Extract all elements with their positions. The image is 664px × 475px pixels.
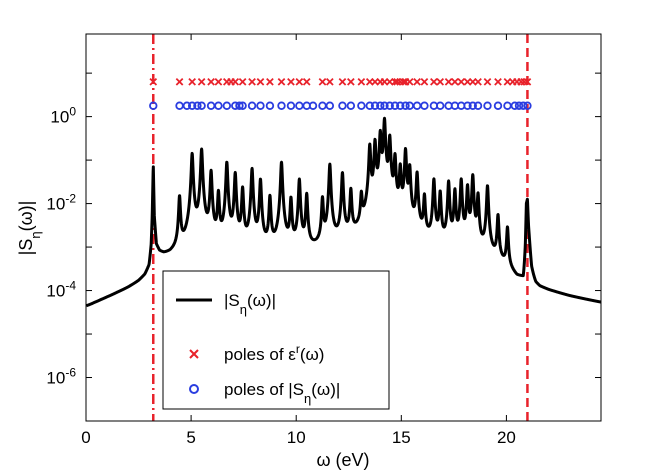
pole-S-marker-12 — [238, 101, 247, 110]
pole-S-marker-46 — [493, 101, 503, 110]
pole-eps-marker-13 — [266, 77, 274, 86]
pole-S-marker-17 — [286, 101, 296, 110]
pole-eps-marker-40 — [457, 77, 466, 86]
legend-box — [162, 270, 390, 410]
pole-S-marker-27 — [370, 101, 380, 110]
pole-S-marker-14 — [256, 101, 265, 110]
pole-eps-marker-11 — [248, 77, 256, 86]
pole-S-marker-6 — [197, 101, 206, 110]
y-tick-label--6: 10-6 — [46, 366, 76, 388]
legend-label-poles-S: poles of |Sη(ω)| — [224, 380, 340, 406]
pole-S-marker-49 — [514, 101, 524, 110]
pole-S-marker-26 — [365, 101, 374, 110]
pole-S-marker-20 — [308, 101, 318, 110]
pole-eps-marker-9 — [231, 77, 240, 86]
spectrum-curve — [86, 116, 601, 308]
pole-eps-marker-18 — [318, 77, 327, 86]
pole-S-marker-24 — [346, 101, 356, 110]
pole-S-marker-50 — [519, 101, 528, 110]
pole-eps-marker-19 — [326, 77, 334, 86]
pole-S-marker-23 — [338, 101, 347, 110]
pole-S-marker-1 — [149, 101, 158, 110]
legend-label-series: |Sη(ω)| — [224, 291, 276, 317]
pole-S-marker-28 — [376, 101, 385, 110]
pole-eps-marker-15 — [287, 77, 295, 86]
pole-eps-marker-37 — [436, 77, 445, 86]
y-tick-label-0: 100 — [50, 105, 76, 127]
pole-S-marker-15 — [265, 101, 275, 110]
pole-S-marker-42 — [463, 101, 472, 110]
pole-eps-marker-21 — [347, 77, 355, 86]
pole-eps-marker-43 — [474, 77, 482, 86]
pole-eps-marker-38 — [444, 77, 453, 86]
y-tick-label--4: 10-4 — [46, 279, 76, 301]
pole-S-marker-25 — [357, 101, 366, 110]
pole-eps-marker-5 — [207, 77, 215, 86]
pole-eps-marker-14 — [277, 77, 286, 86]
pole-S-marker-13 — [247, 101, 257, 110]
pole-S-marker-38 — [435, 101, 445, 110]
x-tick-label-5: 5 — [186, 428, 195, 447]
pole-eps-marker-51 — [523, 77, 532, 86]
pole-S-marker-43 — [468, 101, 477, 110]
x-tick-label-10: 10 — [287, 428, 306, 447]
legend-cross-swatch — [189, 349, 199, 359]
x-tick-label-15: 15 — [392, 428, 411, 447]
pole-S-marker-11 — [235, 101, 244, 110]
y-tick-label--2: 10-2 — [46, 192, 76, 214]
pole-S-marker-5 — [193, 101, 202, 110]
pole-eps-marker-31 — [399, 77, 408, 86]
pole-eps-marker-12 — [256, 77, 265, 86]
x-tick-label-0: 0 — [81, 428, 90, 447]
pole-eps-marker-10 — [238, 77, 247, 86]
pole-S-marker-31 — [390, 101, 400, 110]
pole-eps-marker-1 — [149, 77, 158, 86]
pole-S-marker-4 — [187, 101, 197, 110]
pole-S-marker-22 — [325, 101, 335, 110]
pole-S-marker-51 — [523, 101, 532, 110]
plot-frame — [85, 33, 602, 422]
pole-S-marker-9 — [222, 101, 232, 110]
pole-S-marker-8 — [214, 101, 223, 110]
pole-eps-marker-45 — [494, 77, 502, 86]
pole-S-marker-45 — [483, 101, 492, 110]
pole-eps-marker-39 — [451, 77, 459, 86]
legend-circle-swatch — [189, 384, 199, 394]
legend-label-poles-eps: poles of εr(ω) — [224, 342, 324, 364]
legend: |Sη(ω)| poles of εr(ω) poles of |Sη(ω)| — [162, 270, 390, 410]
pole-S-marker-16 — [277, 101, 286, 110]
pole-eps-marker-44 — [483, 77, 492, 86]
pole-S-marker-44 — [473, 101, 483, 110]
pole-eps-marker-4 — [197, 77, 206, 86]
pole-S-marker-29 — [380, 101, 389, 110]
pole-S-marker-3 — [182, 101, 192, 110]
pole-S-marker-33 — [401, 101, 410, 110]
x-tick-label-20: 20 — [497, 428, 516, 447]
x-axis-label: ω (eV) — [316, 450, 369, 470]
y-axis-label: |Sη(ω)| — [16, 201, 43, 256]
pole-eps-marker-22 — [357, 77, 366, 86]
pole-eps-marker-35 — [420, 77, 429, 86]
pole-eps-marker-20 — [338, 77, 347, 86]
pole-eps-marker-33 — [405, 77, 414, 86]
pole-eps-marker-16 — [295, 77, 304, 86]
pole-S-marker-30 — [385, 101, 394, 110]
pole-eps-marker-3 — [188, 77, 196, 86]
pole-eps-marker-2 — [175, 77, 184, 86]
pole-eps-marker-6 — [214, 77, 223, 86]
pole-S-marker-36 — [420, 101, 429, 110]
pole-S-marker-32 — [396, 101, 405, 110]
pole-eps-marker-17 — [302, 77, 311, 86]
pole-eps-marker-34 — [413, 77, 421, 86]
pole-eps-marker-36 — [430, 77, 438, 86]
pole-S-marker-48 — [510, 101, 520, 110]
